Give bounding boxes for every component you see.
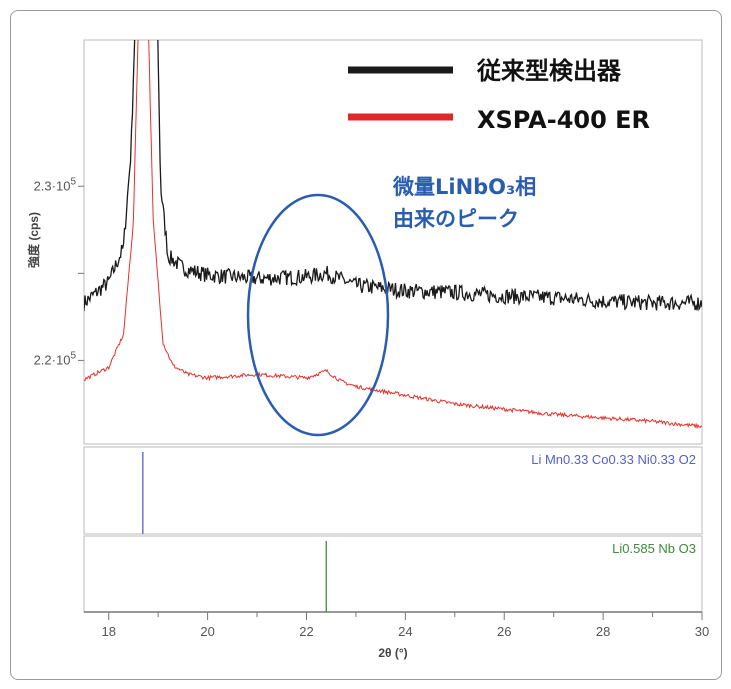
y-tick-label: 2.3·105 [34,176,77,193]
figure-frame [10,10,722,680]
x-tick-label: 18 [101,624,115,639]
y-axis-label: 強度 (cps) [26,212,41,268]
x-tick-label: 22 [299,624,313,639]
reference-pattern-label: Li Mn0.33 Co0.33 Ni0.33 O2 [531,452,696,467]
x-tick-label: 30 [695,624,709,639]
x-tick-label: 20 [200,624,214,639]
reference-panel-2 [83,535,703,613]
reference-pattern-label: Li0.585 Nb O3 [612,541,696,556]
series-line-conventional [84,40,702,312]
series-line-xspa [84,40,702,430]
annotation-line-1: 微量LiNbO₃相 [392,175,536,199]
main-plot-frame [83,39,703,445]
x-tick-label: 24 [398,624,412,639]
x-tick-label: 26 [497,624,511,639]
annotation-ellipse [246,193,390,437]
x-tick-label: 28 [596,624,610,639]
annotation-line-2: 由来のピーク [393,207,519,231]
y-tick-label: 2.2·105 [34,350,77,367]
x-axis-label: 2θ (°) [378,646,407,660]
legend-label-xspa: XSPA-400 ER [477,106,650,134]
legend-label-conventional: 従来型検出器 [476,57,622,85]
reference-panel-1 [83,446,703,535]
